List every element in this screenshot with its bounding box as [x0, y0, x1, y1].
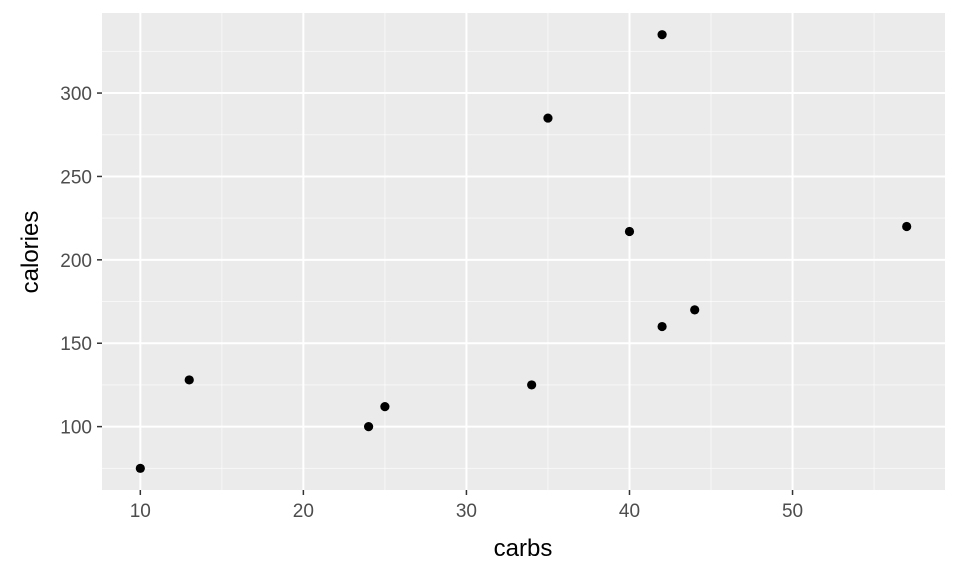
data-point	[657, 30, 667, 40]
y-tick-label: 200	[60, 251, 92, 272]
x-tick-label: 20	[293, 501, 314, 522]
x-tick-label: 50	[782, 501, 803, 522]
data-point	[135, 463, 145, 473]
y-tick-label: 100	[60, 418, 92, 439]
y-axis-title: calories	[17, 211, 44, 294]
data-point	[902, 221, 912, 232]
y-tick-label: 300	[60, 84, 92, 105]
y-axis-ticks: 100 150 200 250 300	[60, 84, 102, 439]
data-point	[380, 402, 390, 412]
x-axis-ticks: 10 20 30 40 50	[130, 490, 803, 522]
data-point	[543, 113, 553, 123]
x-tick-label: 30	[456, 501, 477, 522]
data-point	[657, 321, 667, 332]
x-tick-label: 40	[619, 501, 640, 522]
y-tick-label: 150	[60, 334, 92, 355]
data-point	[527, 380, 537, 390]
data-point	[624, 226, 635, 237]
data-point	[363, 422, 374, 432]
x-axis-title: carbs	[494, 535, 553, 562]
data-point	[184, 375, 194, 385]
data-points	[135, 30, 912, 473]
x-tick-label: 10	[130, 501, 151, 522]
data-point	[690, 305, 700, 315]
major-gridlines	[102, 13, 945, 490]
y-tick-label: 250	[60, 167, 92, 188]
plot-panel	[102, 13, 945, 490]
